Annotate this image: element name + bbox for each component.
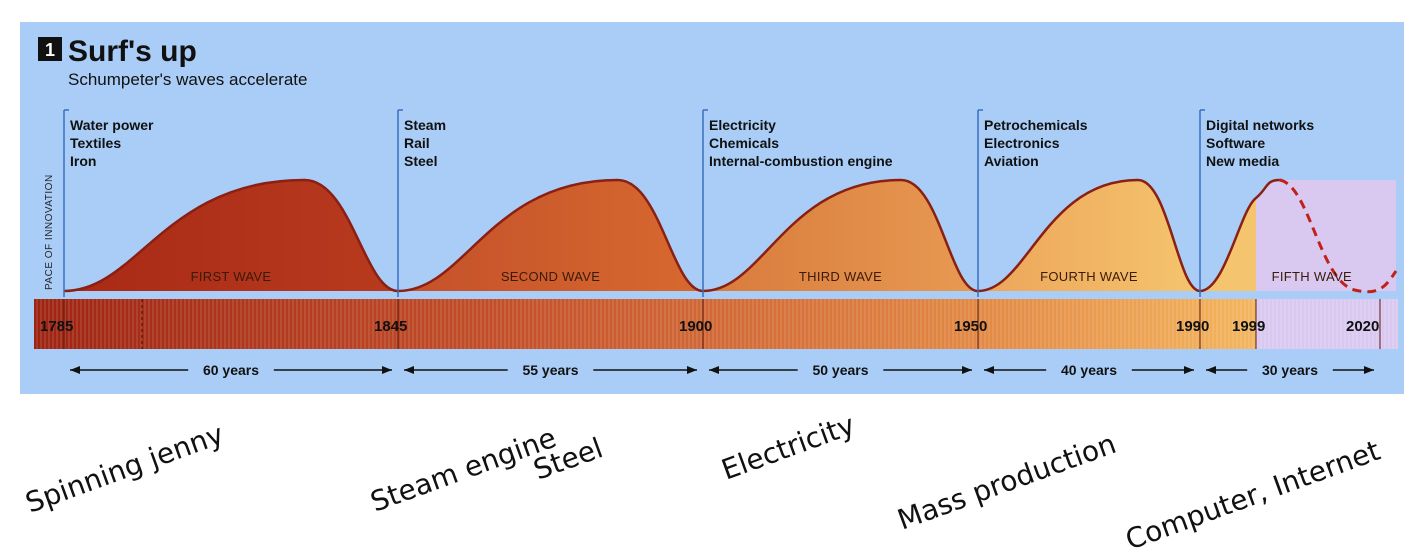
timeline-bar bbox=[34, 299, 1398, 349]
annotation-computer-internet: Computer, Internet bbox=[1121, 434, 1384, 557]
wave-3-technology: Internal-combustion engine bbox=[709, 153, 893, 169]
annotation-electricity: Electricity bbox=[717, 408, 859, 487]
wave-5-technology: New media bbox=[1206, 153, 1279, 169]
y-axis-label: PACE OF INNOVATION bbox=[44, 174, 55, 290]
wave-4-technology: Electronics bbox=[984, 135, 1060, 151]
chart-title: Surf's up bbox=[68, 35, 197, 68]
wave-area-5 bbox=[1200, 198, 1256, 291]
year-tick-label: 1950 bbox=[954, 318, 987, 335]
duration-label-3: 50 years bbox=[812, 362, 868, 378]
duration-arrow-left-1 bbox=[70, 366, 80, 374]
wave-5-technology: Software bbox=[1206, 135, 1265, 151]
wave-label-2: SECOND WAVE bbox=[501, 269, 600, 284]
wave-area-4 bbox=[978, 180, 1200, 291]
wave-label-3: THIRD WAVE bbox=[799, 269, 882, 284]
wave-2-technology: Steam bbox=[404, 117, 446, 133]
annotation-mass-production: Mass production bbox=[893, 427, 1120, 537]
wave-label-5: FIFTH WAVE bbox=[1272, 269, 1352, 284]
wave-1-technology: Iron bbox=[70, 153, 96, 169]
wave-label-4: FOURTH WAVE bbox=[1040, 269, 1138, 284]
wave-curve-1 bbox=[63, 178, 399, 293]
wave-label-1: FIRST WAVE bbox=[191, 269, 272, 284]
wave-5-technology: Digital networks bbox=[1206, 117, 1314, 133]
duration-arrow-right-4 bbox=[1184, 366, 1194, 374]
annotation-steam-engine: Steam engine bbox=[366, 421, 560, 519]
year-ticks: 1785 1845 1900 1950 1990 1999 2020 bbox=[40, 299, 1381, 349]
duration-arrow-left-2 bbox=[404, 366, 414, 374]
wave-1-technology: Textiles bbox=[70, 135, 121, 151]
wave-2-technology: Rail bbox=[404, 135, 430, 151]
wave-curve-3 bbox=[702, 178, 979, 293]
duration-label-2: 55 years bbox=[522, 362, 578, 378]
duration-arrow-left-5 bbox=[1206, 366, 1216, 374]
annotations: Spinning jenny Steam engine Steel Electr… bbox=[21, 408, 1384, 557]
year-tick-label: 1785 bbox=[40, 318, 73, 335]
wave-4-technology: Aviation bbox=[984, 153, 1039, 169]
year-tick-label: 1845 bbox=[374, 318, 407, 335]
annotation-spinning-jenny: Spinning jenny bbox=[21, 417, 228, 519]
wave-area-1 bbox=[64, 180, 398, 291]
duration-arrows: 60 years 55 years 50 years 40 years 30 years bbox=[70, 362, 1374, 378]
wave-curve-4 bbox=[977, 178, 1201, 293]
wave-area-5-projection bbox=[1256, 180, 1396, 291]
year-tick-label: 1990 bbox=[1176, 318, 1209, 335]
wave-2-technology: Steel bbox=[404, 153, 437, 169]
wave-3-technology: Electricity bbox=[709, 117, 776, 133]
duration-arrow-right-5 bbox=[1364, 366, 1374, 374]
wave-1-technology: Water power bbox=[70, 117, 154, 133]
wave-curve-2 bbox=[397, 178, 704, 293]
year-tick-label: 1999 bbox=[1232, 318, 1265, 335]
duration-arrow-left-3 bbox=[709, 366, 719, 374]
wave-area-3 bbox=[703, 180, 978, 291]
year-tick-label: 1900 bbox=[679, 318, 712, 335]
duration-label-4: 40 years bbox=[1061, 362, 1117, 378]
wave-area-2 bbox=[398, 180, 703, 291]
wave-4-technology: Petrochemicals bbox=[984, 117, 1088, 133]
wave-curve-5-projection bbox=[1279, 178, 1398, 294]
wave-curve-5 bbox=[1199, 178, 1280, 293]
wave-3-technology: Chemicals bbox=[709, 135, 779, 151]
duration-arrow-right-3 bbox=[962, 366, 972, 374]
year-tick-label: 2020 bbox=[1346, 318, 1379, 335]
wave-areas bbox=[63, 178, 1398, 294]
duration-arrow-right-1 bbox=[382, 366, 392, 374]
duration-label-1: 60 years bbox=[203, 362, 259, 378]
chart-subtitle: Schumpeter's waves accelerate bbox=[68, 70, 307, 89]
duration-label-5: 30 years bbox=[1262, 362, 1318, 378]
wave-markers: Water power Textiles Iron FIRST WAVE Steam Ra… bbox=[63, 109, 1352, 297]
duration-arrow-right-2 bbox=[687, 366, 697, 374]
duration-arrow-left-4 bbox=[984, 366, 994, 374]
figure-number: 1 bbox=[45, 40, 55, 60]
figure-number-box bbox=[38, 37, 62, 61]
